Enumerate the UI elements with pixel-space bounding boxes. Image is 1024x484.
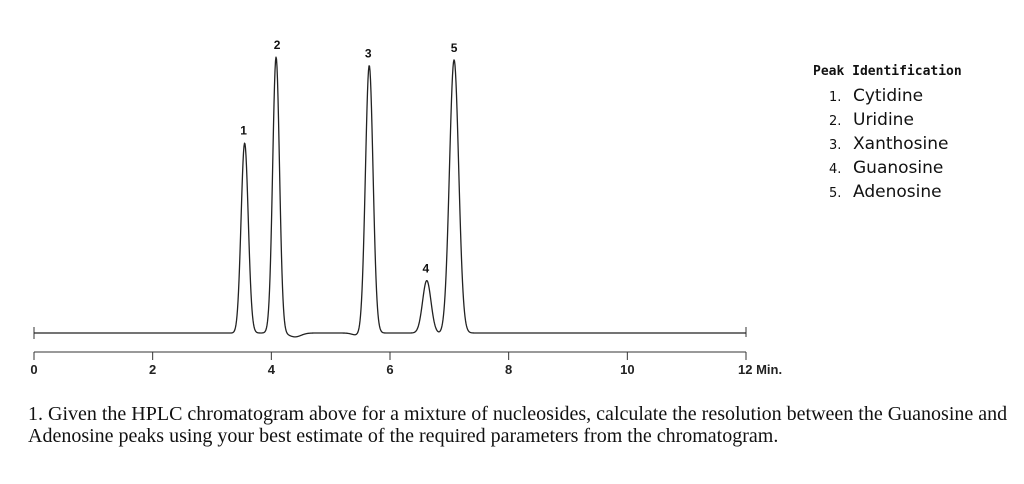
peak-label-5: 5 (451, 41, 458, 55)
legend-item-3: 3. Xanthosine (813, 133, 1013, 157)
peak-label-4: 4 (422, 262, 429, 276)
x-tick-label: 2 (149, 362, 156, 377)
question-text: 1. Given the HPLC chromatogram above for… (28, 403, 1008, 447)
peak-identification-legend: Peak Identification 1. Cytidine 2. Uridine… (813, 64, 1013, 205)
legend-number: 2. (829, 114, 842, 129)
legend-item-1: 1. Cytidine (813, 85, 1013, 109)
legend-item-4: 4. Guanosine (813, 157, 1013, 181)
x-tick-label: 4 (268, 362, 276, 377)
legend-compound: Adenosine (853, 182, 942, 202)
legend-number: 1. (829, 90, 842, 105)
legend-item-5: 5. Adenosine (813, 181, 1013, 205)
legend-number: 4. (829, 162, 842, 177)
peak-label-3: 3 (365, 46, 372, 60)
x-tick-label: 10 (620, 362, 634, 377)
x-tick-label: 8 (505, 362, 512, 377)
x-tick-label: 6 (386, 362, 393, 377)
chromatogram-trace (33, 56, 747, 338)
legend-compound: Guanosine (853, 158, 944, 178)
peak-labels: 1 2 3 4 5 (240, 38, 457, 276)
legend-compound: Cytidine (853, 86, 924, 106)
legend-number: 5. (829, 186, 842, 201)
legend-title: Peak Identification (813, 64, 962, 79)
x-axis: 0 2 4 6 8 10 12 Min. (30, 327, 782, 377)
peak-label-2: 2 (274, 38, 281, 52)
legend-item-2: 2. Uridine (813, 109, 1013, 133)
legend-number: 3. (829, 138, 842, 153)
x-tick-label: 12 Min. (738, 362, 782, 377)
legend-compound: Xanthosine (853, 134, 949, 154)
legend-compound: Uridine (853, 110, 914, 130)
chromatogram-line (33, 56, 747, 338)
x-tick-label: 0 (30, 362, 37, 377)
peak-label-1: 1 (240, 124, 247, 138)
